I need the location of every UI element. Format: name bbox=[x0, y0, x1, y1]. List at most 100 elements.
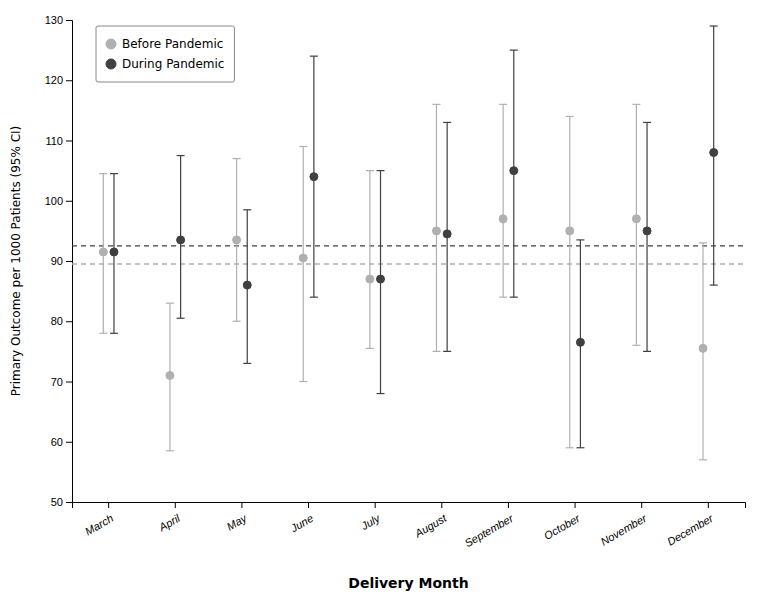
error-bar bbox=[369, 171, 370, 349]
y-tick-label: 130 bbox=[45, 14, 63, 26]
point bbox=[510, 167, 518, 175]
y-tick-mark bbox=[66, 502, 72, 503]
x-tick: May bbox=[225, 502, 250, 533]
x-tick-label: June bbox=[288, 512, 316, 535]
point bbox=[443, 230, 451, 238]
y-tick-label: 70 bbox=[51, 376, 63, 388]
x-tick-label: December bbox=[665, 511, 716, 547]
x-tick-label: November bbox=[598, 511, 649, 547]
y-tick-label: 110 bbox=[45, 135, 63, 147]
error-cap bbox=[166, 450, 174, 451]
error-bar bbox=[646, 122, 647, 351]
x-tick: August bbox=[412, 502, 449, 540]
legend-label: Before Pandemic bbox=[122, 37, 223, 51]
series bbox=[99, 104, 707, 459]
legend-swatch bbox=[106, 39, 116, 49]
marks bbox=[72, 26, 745, 460]
legend: Before Pandemic During Pandemic bbox=[96, 26, 234, 82]
y-tick-label: 100 bbox=[45, 195, 63, 207]
error-bar bbox=[569, 116, 570, 447]
x-tick-mark bbox=[641, 502, 642, 508]
error-cap bbox=[432, 104, 440, 105]
x-axis-line bbox=[73, 503, 746, 509]
error-cap bbox=[710, 285, 718, 286]
x-tick-mark bbox=[175, 502, 176, 508]
point bbox=[499, 215, 507, 223]
x-tick-label: July bbox=[358, 511, 383, 532]
error-cap bbox=[233, 158, 241, 159]
error-cap bbox=[499, 297, 507, 298]
x-tick: March bbox=[83, 502, 115, 538]
error-bar bbox=[636, 104, 637, 345]
error-cap bbox=[566, 116, 574, 117]
x-tick-label: October bbox=[542, 511, 583, 542]
legend-label: During Pandemic bbox=[122, 57, 224, 71]
x-tick: September bbox=[462, 502, 516, 549]
y-tick: 70 bbox=[51, 376, 72, 388]
y-tick-mark bbox=[66, 382, 72, 383]
error-bar bbox=[303, 147, 304, 382]
x-tick-mark bbox=[508, 502, 509, 508]
y-tick: 110 bbox=[45, 135, 72, 147]
point bbox=[366, 275, 374, 283]
reference-line bbox=[72, 245, 745, 246]
error-cap bbox=[699, 459, 707, 460]
x-tick-mark bbox=[708, 502, 709, 508]
x-tick: December bbox=[665, 502, 716, 548]
reference-line bbox=[72, 263, 745, 264]
error-cap bbox=[177, 155, 185, 156]
y-tick-mark bbox=[66, 442, 72, 443]
x-tick: November bbox=[598, 502, 649, 548]
y-tick-mark bbox=[66, 80, 72, 81]
error-cap bbox=[233, 321, 241, 322]
error-cap bbox=[699, 242, 707, 243]
x-tick: October bbox=[542, 502, 583, 542]
x-tick: April bbox=[156, 502, 182, 534]
error-cap bbox=[443, 122, 451, 123]
y-tick-mark bbox=[66, 261, 72, 262]
error-cap bbox=[643, 351, 651, 352]
point bbox=[243, 281, 251, 289]
y-tick-mark bbox=[66, 141, 72, 142]
y-tick-label: 80 bbox=[51, 315, 63, 327]
x-tick-mark bbox=[241, 502, 242, 508]
error-cap bbox=[310, 297, 318, 298]
x-tick: June bbox=[288, 502, 316, 535]
error-cap bbox=[632, 345, 640, 346]
y-axis: 5060708090100110120130 bbox=[45, 14, 73, 508]
error-cap bbox=[499, 104, 507, 105]
y-tick: 100 bbox=[45, 195, 72, 207]
point bbox=[177, 236, 185, 244]
error-cap bbox=[99, 333, 107, 334]
error-cap bbox=[366, 170, 374, 171]
point bbox=[432, 227, 440, 235]
series bbox=[110, 26, 718, 448]
point bbox=[166, 371, 174, 379]
x-tick: July bbox=[358, 502, 383, 533]
error-cap bbox=[710, 25, 718, 26]
error-cap bbox=[166, 303, 174, 304]
y-tick: 60 bbox=[51, 436, 72, 448]
error-cap bbox=[99, 173, 107, 174]
error-cap bbox=[366, 348, 374, 349]
point bbox=[310, 173, 318, 181]
error-cap bbox=[377, 170, 385, 171]
plot: 5060708090100110120130MarchAprilMayJuneJ… bbox=[45, 14, 746, 549]
y-tick: 80 bbox=[51, 315, 72, 327]
error-cap bbox=[299, 381, 307, 382]
y-tick-mark bbox=[66, 321, 72, 322]
y-tick: 130 bbox=[45, 14, 72, 26]
error-cap bbox=[243, 209, 251, 210]
error-cap bbox=[510, 297, 518, 298]
y-axis-line bbox=[66, 21, 73, 503]
y-tick-mark bbox=[66, 201, 72, 202]
error-cap bbox=[177, 318, 185, 319]
error-cap bbox=[566, 447, 574, 448]
error-cap bbox=[110, 173, 118, 174]
y-tick-label: 120 bbox=[45, 74, 63, 86]
error-cap bbox=[643, 122, 651, 123]
point bbox=[632, 215, 640, 223]
point bbox=[110, 248, 118, 256]
y-tick-mark bbox=[66, 20, 72, 21]
legend-swatch bbox=[106, 59, 116, 69]
